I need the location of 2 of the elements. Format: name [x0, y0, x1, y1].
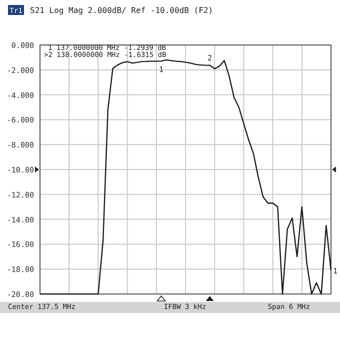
line-series — [39, 59, 332, 295]
chart-title: S21 Log Mag 2.000dB/ Ref -10.00dB (F2) — [30, 6, 214, 15]
